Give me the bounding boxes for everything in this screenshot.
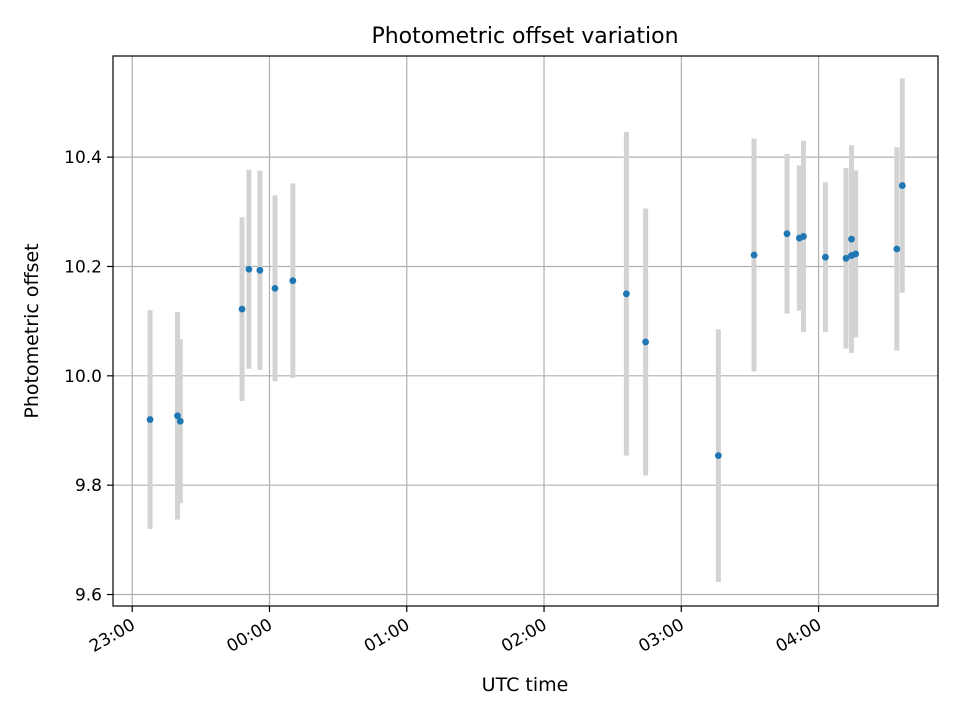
data-point	[848, 235, 855, 243]
chart-title: Photometric offset variation	[371, 24, 678, 49]
data-point	[800, 233, 807, 240]
y-tick-label: 9.6	[75, 586, 102, 606]
plot-frame	[112, 55, 939, 607]
y-ticks: 9.6 9.8 10.0 10.2 10.4	[64, 148, 113, 606]
data-point	[245, 265, 253, 273]
data-point	[146, 416, 154, 423]
data-point	[289, 277, 297, 285]
data-point	[642, 338, 650, 346]
data-points	[146, 182, 906, 460]
y-tick-label: 10.2	[64, 257, 102, 277]
y-axis-label: Photometric offset	[21, 243, 43, 418]
x-axis-label: UTC time	[482, 674, 569, 696]
y-tick-label: 9.8	[75, 476, 102, 496]
y-tick-label: 10.0	[64, 367, 102, 387]
data-point	[176, 417, 184, 425]
data-point	[238, 305, 246, 313]
data-point	[174, 412, 181, 420]
data-point	[893, 245, 901, 253]
data-point	[750, 251, 758, 259]
data-point	[271, 284, 279, 292]
data-point	[852, 250, 860, 258]
data-point	[256, 266, 264, 274]
data-point	[622, 290, 630, 298]
y-tick-label: 10.4	[64, 148, 102, 168]
data-point	[842, 254, 850, 262]
data-point	[783, 230, 791, 238]
data-point	[714, 452, 722, 460]
data-point	[898, 182, 906, 189]
data-point	[822, 253, 829, 261]
